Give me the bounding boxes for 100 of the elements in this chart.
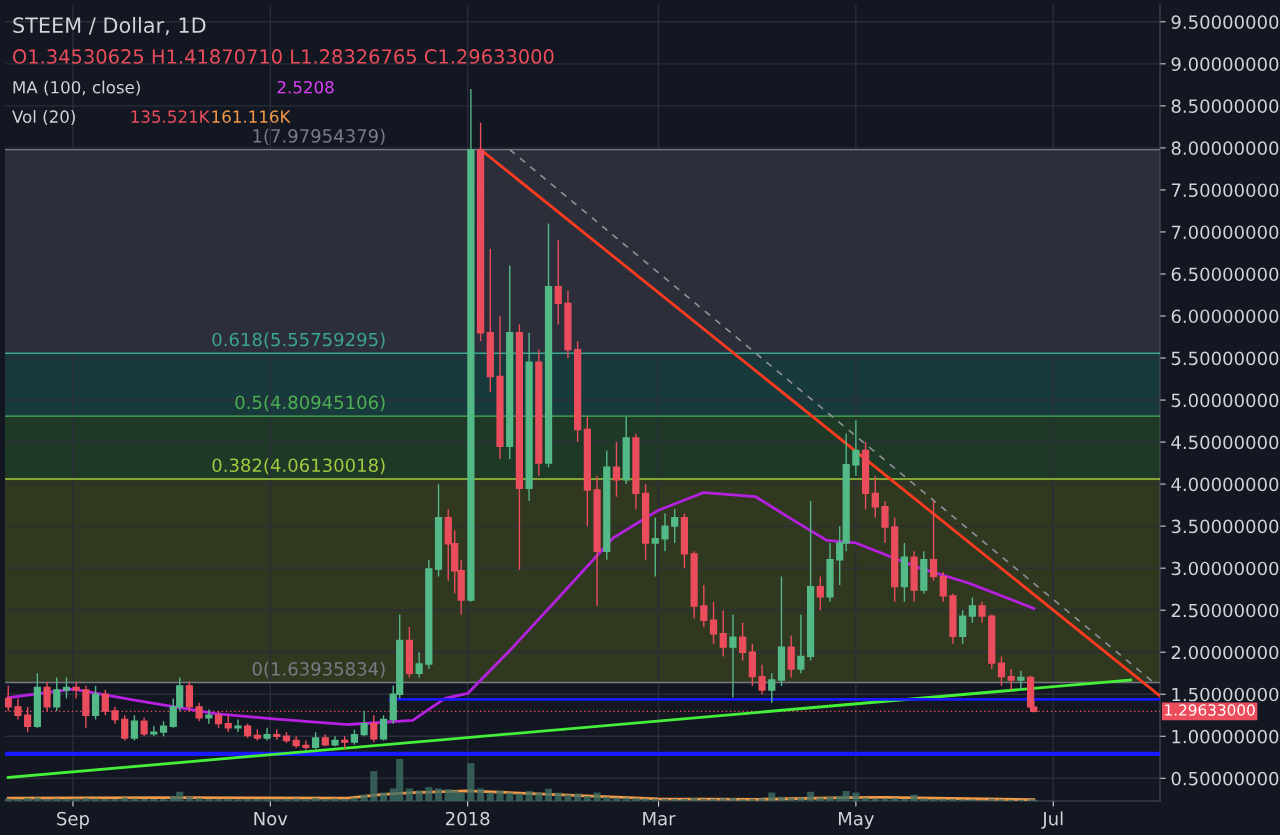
candlestick [370,714,378,743]
candlestick [852,419,860,477]
bar [312,798,320,801]
bar [302,798,310,801]
bar [5,798,12,801]
candlestick [939,571,947,603]
bar [415,790,423,801]
bar [292,798,300,801]
annotation: MA (100, close) [13,80,140,96]
bar [24,798,32,801]
candlestick [997,655,1006,687]
bar [370,771,378,801]
annotation: 161.116K [212,110,291,123]
bar [574,793,582,801]
candlestick [881,500,889,544]
candlestick [671,508,679,544]
candlestick [91,685,100,721]
candlestick [150,725,158,737]
bar [185,796,193,801]
candlestick [929,500,938,582]
y-tick-label: 2.00000000 [1171,645,1279,660]
y-tick-label: 2.50000000 [1171,603,1279,618]
bar [564,794,572,801]
bar [891,798,899,801]
y-tick-label: 6.00000000 [1171,309,1279,324]
bar [477,788,485,801]
candlestick [130,714,139,742]
candlestick [816,575,824,611]
bar [205,798,213,801]
y-tick-label: 1.00000000 [1172,729,1279,744]
bar [544,788,553,801]
bar [593,792,601,801]
x-tick-label: Mar [643,811,676,826]
bar [224,798,232,801]
x-tick-label: Nov [254,811,288,826]
y-tick-label: 9.00000000 [1171,57,1279,71]
bar [525,790,533,801]
ref-line-label: 1.29633000 [1165,704,1255,716]
bar [43,798,51,801]
bar [777,796,786,801]
bar [486,792,494,801]
bar [758,798,766,801]
bar [273,798,281,801]
bar [661,798,669,801]
ref-line-label: 0.5(4.80945106) [235,395,385,412]
bar [910,794,918,801]
candlestick [360,710,368,737]
bar [467,763,475,801]
line-series [6,491,1036,726]
bar [632,798,640,801]
bar [671,798,679,801]
bar [929,798,938,801]
candlestick [768,672,776,704]
candlestick [959,609,967,645]
bar [14,798,22,801]
y-tick-label: 0.50000000 [1171,771,1279,786]
bar [379,792,388,801]
bar [807,791,815,801]
bar [506,792,514,801]
bar [434,788,443,801]
candlestick [1007,668,1015,691]
bar [321,798,329,801]
candlestick [651,517,659,578]
y-tick-label: 8.50000000 [1171,99,1279,113]
bar [263,798,271,801]
candlestick [415,651,423,679]
bar [535,792,543,801]
x-tick-label: May [838,811,875,829]
bar [939,798,947,801]
bar [72,798,80,801]
y-tick-label: 4.50000000 [1171,435,1279,450]
bar [719,798,727,801]
bar [651,798,659,801]
bar [768,792,776,801]
candlestick [871,475,879,519]
candlestick [302,739,310,751]
annotation: 2.5208 [277,80,334,94]
bar [583,795,591,801]
ref-line-label: 0.382(4.06130018) [212,458,385,475]
bar [787,798,795,801]
candlestick [62,676,71,700]
x-tick-label: Sep [57,811,89,829]
bar [159,798,168,801]
bar [253,798,261,801]
x-tick-label: 2018 [445,811,490,826]
bar [82,798,90,801]
y-tick-label: 5.00000000 [1171,393,1279,408]
bar [690,798,698,801]
candlestick [661,512,669,553]
y-tick-label: 9.50000000 [1171,15,1279,29]
bar [425,787,433,801]
bar [852,792,860,801]
annotation: Vol (20) [12,110,75,125]
bar [244,798,252,801]
bar [709,798,718,801]
bar [554,792,562,801]
bar [130,798,138,801]
y-tick-label: 3.50000000 [1171,519,1279,534]
candlestick [739,622,747,662]
bar [826,796,834,801]
